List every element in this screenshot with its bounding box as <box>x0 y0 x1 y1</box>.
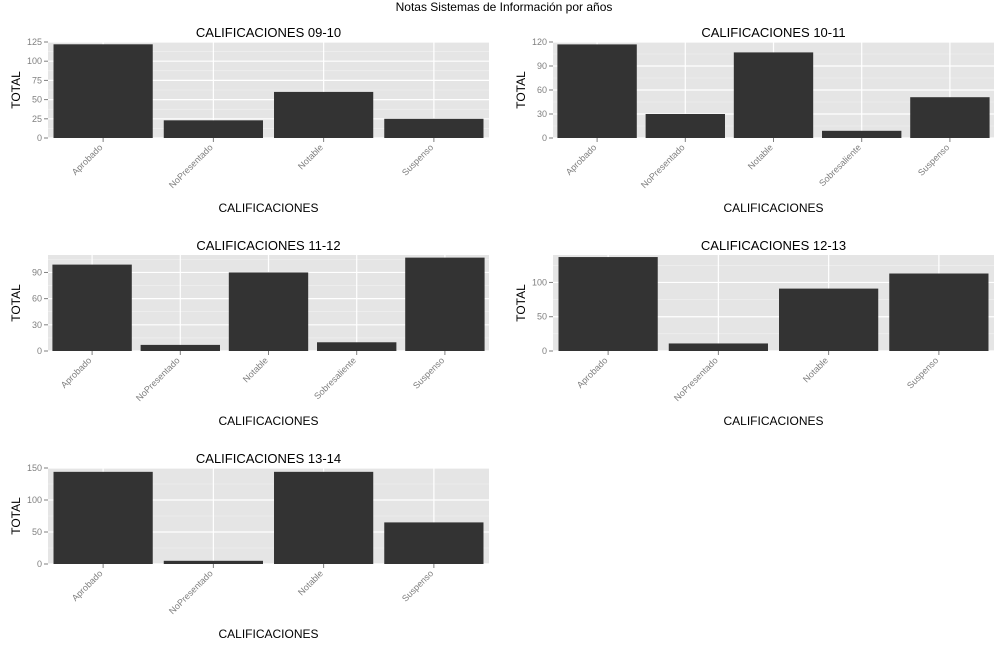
x-axis-title: CALIFICACIONES <box>218 627 318 641</box>
bar-aprobado <box>53 471 153 564</box>
y-tick-label: 90 <box>537 61 547 71</box>
x-axis-title: CALIFICACIONES <box>723 201 823 215</box>
y-tick-label: 100 <box>27 495 42 505</box>
bar-notable <box>274 91 374 138</box>
y-tick-label: 25 <box>32 114 42 124</box>
x-tick-label: Aprobado <box>575 355 610 390</box>
x-tick-label: Aprobado <box>564 142 599 177</box>
x-tick-label: Suspenso <box>400 568 435 603</box>
x-axis-title: CALIFICACIONES <box>218 201 318 215</box>
y-tick-label: 30 <box>32 320 42 330</box>
bar-nopresentado <box>668 343 768 351</box>
y-axis-title: TOTAL <box>514 284 528 322</box>
x-tick-label: Suspenso <box>400 142 435 177</box>
panel-title: CALIFICACIONES 11-12 <box>196 238 340 253</box>
chart-panel-5: 0 50 100 150 Aprobado NoPresentado Notable Susp… <box>9 451 489 641</box>
y-tick-label: 90 <box>32 267 42 277</box>
x-tick-label: Suspenso <box>916 142 951 177</box>
y-axis-title: TOTAL <box>9 284 23 322</box>
chart-panel-1: 0 25 50 75 100 125 Aprobado NoPresentado Notable… <box>9 25 489 215</box>
y-tick-label: 60 <box>32 294 42 304</box>
bar-suspenso <box>384 522 484 564</box>
bar-suspenso <box>889 273 989 351</box>
bar-aprobado <box>52 264 132 351</box>
x-tick-label: NoPresentado <box>167 142 215 190</box>
chart-panel-2: 0 30 60 90 120 Aprobado NoPresentado Notable Sob… <box>514 25 994 215</box>
x-tick-label: Aprobado <box>59 355 94 390</box>
x-tick-label: Sobresaliente <box>817 142 863 188</box>
x-tick-label: NoPresentado <box>639 142 687 190</box>
y-tick-label: 0 <box>542 346 547 356</box>
y-tick-label: 0 <box>542 133 547 143</box>
x-tick-label: Notable <box>746 142 775 171</box>
bar-sobresaliente <box>822 130 902 138</box>
panel-title: CALIFICACIONES 12-13 <box>701 238 846 253</box>
y-tick-label: 75 <box>32 75 42 85</box>
chart-panel-3: 0 30 60 90 Aprobado NoPresentado Notable Sobres… <box>9 238 489 428</box>
x-tick-label: Aprobado <box>70 568 105 603</box>
y-tick-label: 125 <box>27 37 42 47</box>
y-tick-label: 30 <box>537 109 547 119</box>
chart-panel-4: 0 50 100 Aprobado NoPresentado Notable Suspens… <box>514 238 994 428</box>
y-tick-label: 0 <box>37 133 42 143</box>
x-tick-label: Notable <box>801 355 830 384</box>
panel-title: CALIFICACIONES 13-14 <box>196 451 341 466</box>
bar-aprobado <box>558 257 658 351</box>
x-tick-label: NoPresentado <box>134 355 182 403</box>
bar-suspenso <box>384 118 484 138</box>
figure-title: Notas Sistemas de Información por años <box>395 0 613 14</box>
x-axis-title: CALIFICACIONES <box>218 414 318 428</box>
y-axis-title: TOTAL <box>9 71 23 109</box>
y-tick-label: 50 <box>32 527 42 537</box>
y-tick-label: 100 <box>532 277 547 287</box>
panel-title: CALIFICACIONES 09-10 <box>196 25 341 40</box>
bar-aprobado <box>53 44 153 138</box>
bar-suspenso <box>910 97 990 138</box>
y-tick-label: 0 <box>37 346 42 356</box>
bar-nopresentado <box>163 120 263 138</box>
bar-notable <box>274 471 374 564</box>
x-tick-label: NoPresentado <box>167 568 215 616</box>
bar-aprobado <box>557 44 637 138</box>
bar-notable <box>733 52 814 138</box>
bar-notable <box>779 288 879 351</box>
x-axis-title: CALIFICACIONES <box>723 414 823 428</box>
x-tick-label: NoPresentado <box>672 355 720 403</box>
bar-nopresentado <box>163 560 263 564</box>
x-tick-label: Notable <box>296 142 325 171</box>
x-tick-label: Suspenso <box>411 355 446 390</box>
x-tick-label: Notable <box>241 355 270 384</box>
x-tick-label: Suspenso <box>905 355 940 390</box>
bar-sobresaliente <box>317 342 397 351</box>
x-tick-label: Notable <box>296 568 325 597</box>
y-tick-label: 100 <box>27 56 42 66</box>
y-axis-title: TOTAL <box>9 497 23 535</box>
y-tick-label: 50 <box>537 312 547 322</box>
bar-nopresentado <box>140 344 220 351</box>
bar-nopresentado <box>645 114 725 138</box>
y-tick-label: 60 <box>537 85 547 95</box>
bar-suspenso <box>405 257 485 351</box>
x-tick-label: Aprobado <box>70 142 105 177</box>
bar-notable <box>228 272 309 351</box>
y-tick-label: 150 <box>27 463 42 473</box>
x-tick-label: Sobresaliente <box>312 355 358 401</box>
y-tick-label: 50 <box>32 95 42 105</box>
panel-title: CALIFICACIONES 10-11 <box>701 25 845 40</box>
y-tick-label: 120 <box>532 37 547 47</box>
y-tick-label: 0 <box>37 559 42 569</box>
y-axis-title: TOTAL <box>514 71 528 109</box>
